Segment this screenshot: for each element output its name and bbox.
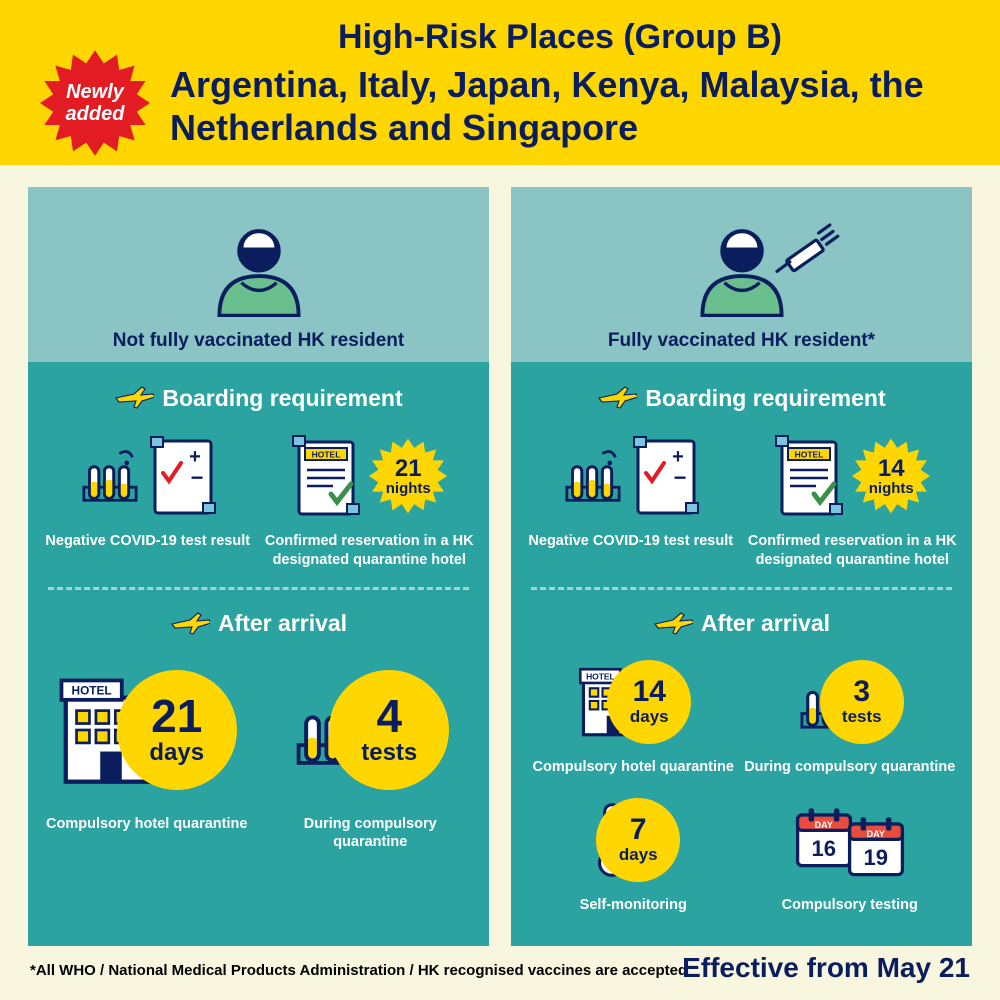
person-icon [204, 222, 314, 322]
divider [531, 587, 952, 590]
test-tubes-icon [77, 448, 143, 504]
arrival-tests-left: 4 tests During compulsory quarantine [266, 658, 476, 851]
tests-badge: 3 tests [820, 660, 904, 744]
boarding-title-left: Boarding requirement [42, 382, 475, 414]
arrival-monitor-right: 7 days Self-monitoring [525, 790, 742, 914]
person-syringe-icon [687, 222, 797, 322]
nights-burst-right: 14 nights [852, 437, 930, 515]
hotel-doc-icon [291, 433, 363, 519]
arrival-compulsory-testing: DAY 16 DAY 19 Compulsory testing [742, 790, 959, 914]
boarding-test-left: Negative COVID-19 test result [42, 426, 254, 568]
calendar-day19: DAY 19 [844, 813, 908, 884]
header-title: High-Risk Places (Group B) [150, 18, 970, 57]
effective-date: Effective from May 21 [682, 952, 970, 984]
test-tubes-icon [560, 448, 626, 504]
arrival-quarantine-right: 14 days Compulsory hotel quarantine [525, 652, 742, 776]
head-label-right: Fully vaccinated HK resident* [608, 330, 875, 352]
panel-body-right: Boarding requirement Negative COVID-19 t… [511, 362, 972, 946]
days-badge: 21 days [117, 670, 237, 790]
days-badge: 14 days [607, 660, 691, 744]
boarding-test-right: Negative COVID-19 test result [525, 426, 737, 568]
tests-badge: 4 tests [329, 670, 449, 790]
boarding-hotel-left: 21 nights Confirmed reservation in a HK … [264, 426, 476, 568]
document-icon [632, 434, 702, 518]
footnote: *All WHO / National Medical Products Adm… [30, 961, 687, 981]
plane-icon [653, 608, 693, 640]
burst-line2: added [66, 103, 125, 125]
burst-line1: Newly [66, 81, 124, 103]
panel-head-left: Not fully vaccinated HK resident [28, 187, 489, 362]
boarding-title-right: Boarding requirement [525, 382, 958, 414]
boarding-hotel-right: 14 nights Confirmed reservation in a HK … [747, 426, 959, 568]
newly-added-burst: Newly added [40, 48, 150, 158]
nights-burst-left: 21 nights [369, 437, 447, 515]
panel-vaccinated: Fully vaccinated HK resident* Boarding r… [511, 187, 972, 946]
panel-not-vaccinated: Not fully vaccinated HK resident Boardin… [28, 187, 489, 946]
monitor-badge: 7 days [596, 798, 680, 882]
header: Newly added High-Risk Places (Group B) A… [0, 0, 1000, 165]
header-countries: Argentina, Italy, Japan, Kenya, Malaysia… [150, 63, 970, 149]
panel-head-right: Fully vaccinated HK resident* [511, 187, 972, 362]
panel-body-left: Boarding requirement Negative COVID-19 t… [28, 362, 489, 946]
plane-icon [114, 382, 154, 414]
syringe-icon [769, 214, 849, 284]
arrival-tests-right: 3 tests During compulsory quarantine [742, 652, 959, 776]
arrival-quarantine-left: 21 days Compulsory hotel quarantine [42, 658, 252, 851]
plane-icon [597, 382, 637, 414]
document-icon [149, 434, 219, 518]
hotel-doc-icon [774, 433, 846, 519]
head-label-left: Not fully vaccinated HK resident [113, 330, 404, 352]
arrival-title-left: After arrival [42, 608, 475, 640]
plane-icon [170, 608, 210, 640]
divider [48, 587, 469, 590]
arrival-title-right: After arrival [525, 608, 958, 640]
panels: Not fully vaccinated HK resident Boardin… [0, 165, 1000, 946]
